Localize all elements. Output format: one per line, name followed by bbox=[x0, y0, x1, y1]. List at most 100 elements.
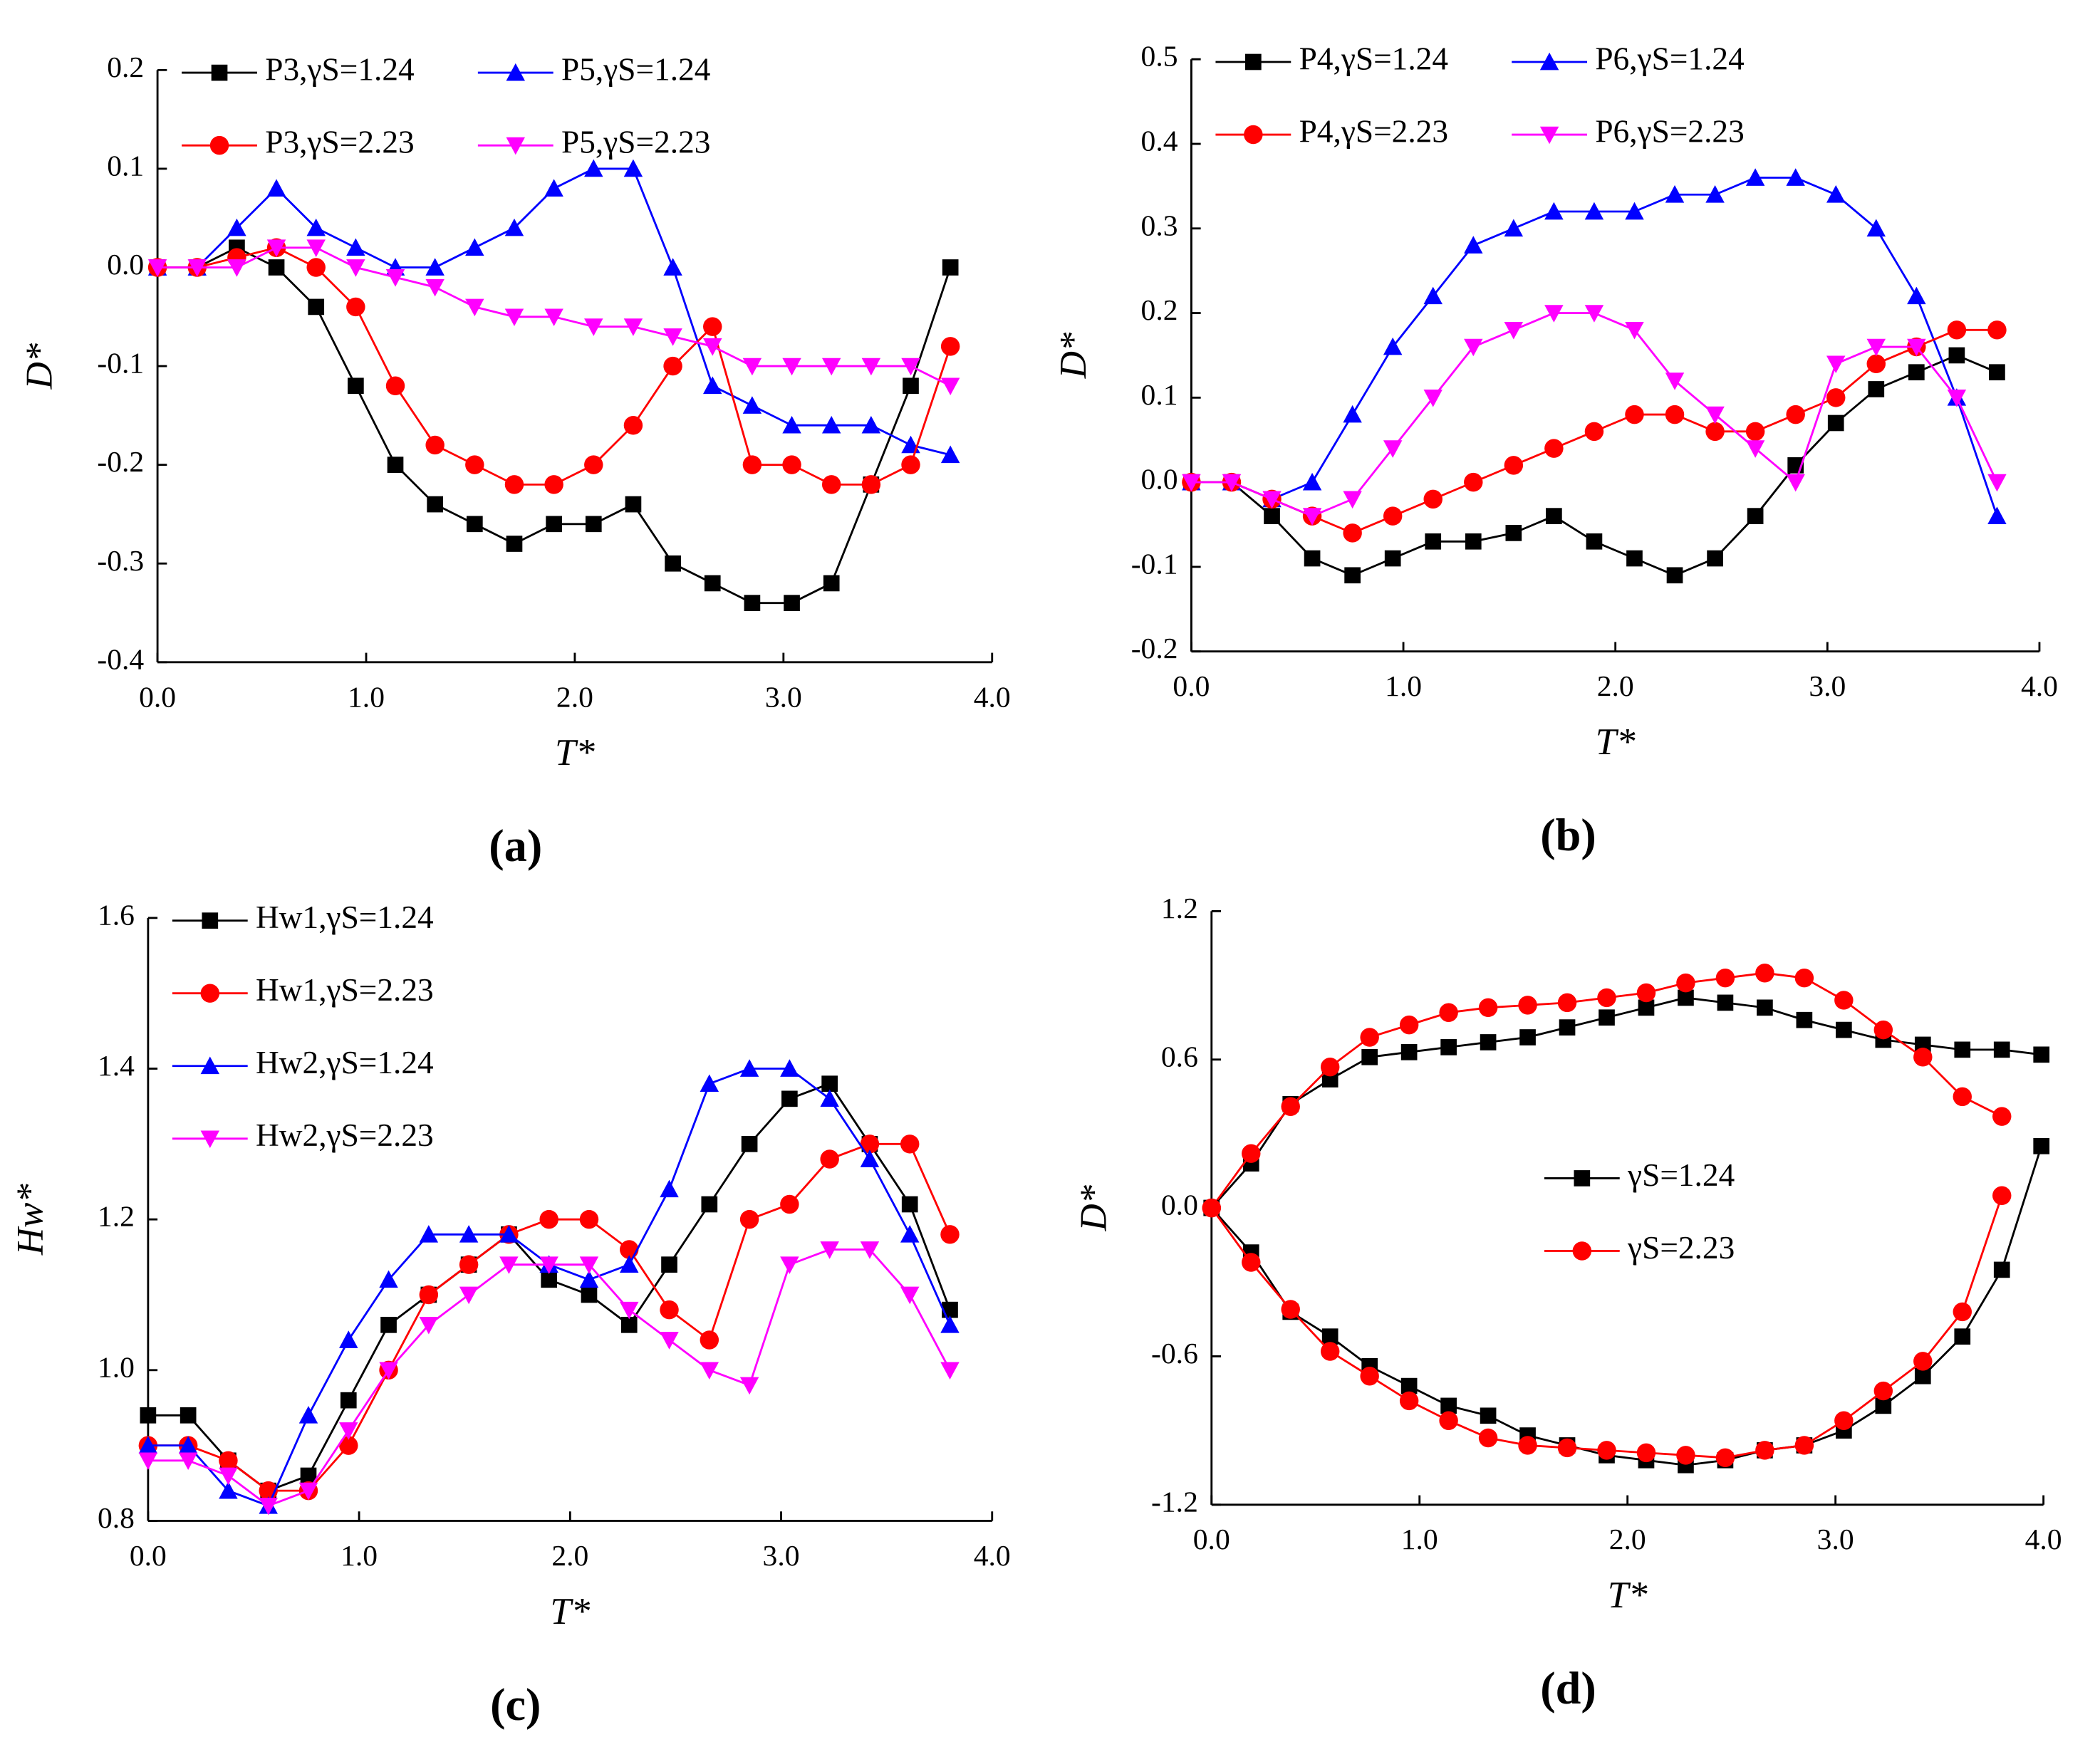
y-tick-label: 0.0 bbox=[1141, 463, 1178, 496]
marker bbox=[1344, 567, 1361, 584]
x-axis-label: T* bbox=[555, 732, 595, 773]
x-tick-label: 1.0 bbox=[348, 680, 385, 713]
x-tick-label: 4.0 bbox=[974, 1539, 1011, 1572]
marker bbox=[1826, 355, 1846, 374]
marker bbox=[1320, 1057, 1340, 1077]
marker bbox=[1715, 1448, 1735, 1468]
marker bbox=[379, 1362, 398, 1380]
marker bbox=[544, 308, 563, 327]
marker bbox=[1584, 202, 1604, 220]
marker bbox=[663, 356, 682, 376]
marker bbox=[306, 239, 326, 257]
marker bbox=[306, 218, 326, 236]
marker bbox=[1360, 1028, 1379, 1047]
marker bbox=[663, 258, 682, 276]
marker bbox=[1786, 405, 1805, 424]
marker bbox=[1953, 1302, 1972, 1322]
marker bbox=[821, 415, 841, 434]
marker bbox=[940, 1362, 960, 1380]
marker bbox=[1875, 1397, 1892, 1414]
x-tick-label: 0.0 bbox=[139, 680, 176, 713]
legend-label: Hw1,γS=2.23 bbox=[256, 972, 434, 1008]
marker bbox=[1705, 422, 1725, 442]
marker bbox=[1755, 963, 1774, 983]
y-axis-label: D* bbox=[19, 343, 61, 390]
marker bbox=[579, 1256, 599, 1274]
panel-label: (d) bbox=[1540, 1663, 1596, 1714]
marker bbox=[178, 1436, 198, 1454]
marker bbox=[623, 318, 643, 336]
marker bbox=[385, 376, 405, 396]
marker bbox=[940, 377, 960, 396]
x-tick-label: 1.0 bbox=[341, 1539, 378, 1572]
marker bbox=[660, 1332, 679, 1350]
marker bbox=[1304, 550, 1321, 567]
marker bbox=[339, 1436, 358, 1455]
marker bbox=[1914, 1367, 1931, 1384]
legend-label: Hw2,γS=2.23 bbox=[256, 1117, 434, 1153]
marker bbox=[268, 259, 285, 276]
marker bbox=[1705, 185, 1725, 203]
marker bbox=[1866, 338, 1886, 357]
marker bbox=[1625, 405, 1644, 424]
x-axis-label: T* bbox=[550, 1591, 590, 1632]
marker bbox=[1676, 973, 1695, 993]
marker bbox=[506, 63, 525, 81]
marker bbox=[1480, 1034, 1497, 1050]
marker bbox=[623, 415, 643, 435]
y-tick-label: 0.1 bbox=[107, 149, 144, 182]
marker bbox=[1993, 1261, 2010, 1278]
marker bbox=[820, 1149, 839, 1169]
marker bbox=[623, 159, 643, 177]
y-tick-label: 1.2 bbox=[98, 1200, 135, 1233]
marker bbox=[1518, 1436, 1537, 1455]
series-line bbox=[147, 1142, 951, 1492]
marker bbox=[1987, 320, 2007, 340]
marker bbox=[178, 1452, 198, 1471]
y-tick-label: 1.2 bbox=[1161, 892, 1198, 924]
marker bbox=[465, 238, 484, 256]
marker bbox=[784, 595, 800, 611]
marker bbox=[1794, 968, 1814, 988]
y-tick-label: 1.6 bbox=[98, 898, 135, 931]
marker bbox=[579, 1209, 599, 1229]
series-line bbox=[1210, 1195, 2003, 1459]
marker bbox=[1383, 440, 1403, 458]
marker bbox=[1666, 567, 1683, 584]
marker bbox=[1597, 988, 1616, 1008]
marker bbox=[140, 1407, 157, 1424]
marker bbox=[466, 516, 483, 533]
marker bbox=[266, 239, 286, 257]
legend-label: P5,γS=1.24 bbox=[561, 52, 710, 88]
y-tick-label: 1.0 bbox=[98, 1350, 135, 1383]
marker bbox=[1584, 422, 1604, 442]
marker bbox=[1948, 347, 1965, 364]
marker bbox=[1665, 405, 1685, 424]
marker bbox=[744, 595, 761, 611]
marker bbox=[425, 278, 445, 297]
marker bbox=[419, 1285, 439, 1305]
marker bbox=[425, 258, 445, 276]
panel-label: (a) bbox=[489, 820, 542, 871]
marker bbox=[1360, 1366, 1379, 1386]
marker bbox=[1826, 185, 1846, 203]
marker bbox=[1202, 1198, 1221, 1218]
marker bbox=[703, 376, 722, 395]
marker bbox=[1584, 305, 1604, 323]
marker bbox=[742, 396, 762, 414]
marker bbox=[1423, 489, 1443, 509]
x-axis-label: T* bbox=[1608, 1575, 1648, 1616]
marker bbox=[703, 317, 722, 336]
marker bbox=[380, 1316, 397, 1333]
marker bbox=[1707, 550, 1723, 567]
marker bbox=[200, 984, 220, 1003]
marker bbox=[1747, 508, 1764, 524]
marker bbox=[1987, 506, 2007, 524]
marker bbox=[1987, 474, 2007, 492]
legend-label: P5,γS=2.23 bbox=[561, 125, 710, 160]
marker bbox=[1636, 1443, 1656, 1463]
marker bbox=[780, 1256, 799, 1274]
marker bbox=[1715, 968, 1735, 988]
marker bbox=[1757, 999, 1773, 1016]
series-line bbox=[1210, 971, 2002, 1209]
